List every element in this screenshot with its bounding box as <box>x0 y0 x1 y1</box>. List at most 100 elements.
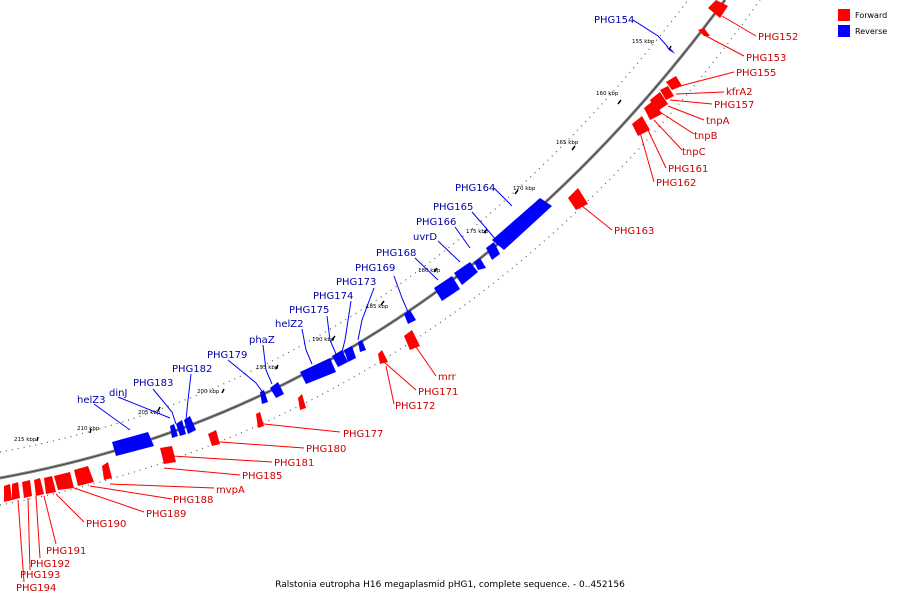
gene-label: PHG157 <box>714 100 754 111</box>
reverse-leader-lines <box>93 19 669 431</box>
gene-label: mvpA <box>216 485 245 496</box>
gene-arrow <box>208 430 220 446</box>
gene-label: PHG163 <box>614 226 654 237</box>
gene-arrow <box>22 480 32 498</box>
gene-arrow <box>454 262 478 285</box>
gene-arrow <box>170 424 178 438</box>
gene-label: PHG188 <box>173 495 213 506</box>
tick-label: 180 kbp <box>418 268 441 274</box>
tick-label: 210 kbp <box>77 426 100 432</box>
tick-label: 190 kbp <box>312 337 335 343</box>
reverse-genes <box>112 46 675 456</box>
tick-label: 160 kbp <box>596 91 619 97</box>
tick-label: 155 kbp <box>632 39 655 45</box>
gene-arrow <box>644 100 662 120</box>
gene-arrow <box>74 466 94 486</box>
gene-arrow <box>632 116 650 136</box>
gene-arrow <box>260 390 268 404</box>
gene-label: PHG185 <box>242 471 282 482</box>
gene-arrow <box>404 330 420 350</box>
gene-label: PHG180 <box>306 444 346 455</box>
backbone-arc <box>0 0 727 480</box>
gene-label: phaZ <box>249 335 275 346</box>
gene-arrow <box>160 446 176 464</box>
tick-label: 200 kbp <box>197 389 220 395</box>
tick-label: 185 kbp <box>366 304 389 310</box>
gene-label: tnpB <box>694 131 718 142</box>
gene-arrow <box>666 46 675 54</box>
tick-label: 205 kbp <box>138 410 161 416</box>
gene-label: PHG169 <box>355 263 395 274</box>
gene-label: PHG193 <box>20 570 60 581</box>
gene-arrow <box>708 0 728 18</box>
gene-arrow <box>666 76 682 90</box>
gene-arrow <box>358 340 366 352</box>
gene-label: PHG154 <box>594 15 634 26</box>
gene-label: PHG189 <box>146 509 186 520</box>
gene-arrow <box>486 242 500 260</box>
gene-arrow <box>474 258 486 270</box>
gene-label: PHG171 <box>418 387 458 398</box>
tick-label: 195 kbp <box>256 365 279 371</box>
forward-genes <box>4 0 728 502</box>
gene-arrow <box>298 394 306 410</box>
gene-label: PHG166 <box>416 217 456 228</box>
gene-label: PHG183 <box>133 378 173 389</box>
backbone-arc-line <box>0 0 726 479</box>
legend: Forward Reverse <box>838 9 887 37</box>
tick-labels: 155 kbp 160 kbp 165 kbp 170 kbp 175 kbp … <box>14 39 655 443</box>
gene-label: PHG190 <box>86 519 126 530</box>
gene-arrow <box>4 484 12 502</box>
gene-arrow <box>300 358 336 384</box>
gene-arrow <box>404 310 416 324</box>
reverse-gene-labels: PHG154 PHG164 PHG165 PHG166 uvrD PHG168 … <box>77 15 634 406</box>
tick-label: 170 kbp <box>513 186 536 192</box>
gene-arrow <box>492 198 552 250</box>
gene-arrow <box>12 482 20 500</box>
gene-arrow <box>332 350 348 367</box>
legend-forward-swatch <box>838 9 850 21</box>
tick-marks <box>36 45 672 442</box>
outer-scale-ring <box>0 0 689 453</box>
legend-reverse-label: Reverse <box>855 27 887 36</box>
legend-forward-label: Forward <box>855 11 887 20</box>
gene-label: PHG181 <box>274 458 314 469</box>
legend-reverse-swatch <box>838 25 850 37</box>
gene-arrow <box>44 476 56 494</box>
tick-label: 165 kbp <box>556 140 579 146</box>
gene-arrow <box>256 412 264 428</box>
gene-label: PHG177 <box>343 429 383 440</box>
gene-label: dinJ <box>109 388 127 399</box>
gene-label: PHG173 <box>336 277 376 288</box>
gene-arrow <box>54 472 74 490</box>
gene-label: PHG172 <box>395 401 435 412</box>
gene-arrow <box>344 346 356 362</box>
gene-label: helZ2 <box>275 319 303 330</box>
gene-label: PHG165 <box>433 202 473 213</box>
gene-arrow <box>568 188 588 210</box>
gene-arrow <box>176 420 186 436</box>
gene-label: PHG161 <box>668 164 708 175</box>
gene-label: PHG179 <box>207 350 247 361</box>
gene-arrow <box>270 382 284 398</box>
gene-label: helZ3 <box>77 395 105 406</box>
gene-arrow <box>34 478 44 496</box>
gene-label: tnpA <box>706 116 730 127</box>
gene-label: PHG152 <box>758 32 798 43</box>
gene-arrow <box>184 416 196 434</box>
gene-label: PHG182 <box>172 364 212 375</box>
gene-label: PHG164 <box>455 183 495 194</box>
gene-label: mrr <box>438 372 457 383</box>
map-caption: Ralstonia eutropha H16 megaplasmid pHG1,… <box>275 580 625 590</box>
gene-arrow <box>660 86 674 100</box>
gene-arrow <box>112 432 154 456</box>
gene-label: uvrD <box>413 232 437 243</box>
gene-label: kfrA2 <box>726 87 753 98</box>
gene-label: PHG194 <box>16 583 56 594</box>
gene-label: PHG174 <box>313 291 353 302</box>
forward-leader-lines <box>17 15 757 583</box>
gene-arrow <box>102 462 112 480</box>
tick-label: 175 kbp <box>466 229 489 235</box>
gene-label: PHG175 <box>289 305 329 316</box>
